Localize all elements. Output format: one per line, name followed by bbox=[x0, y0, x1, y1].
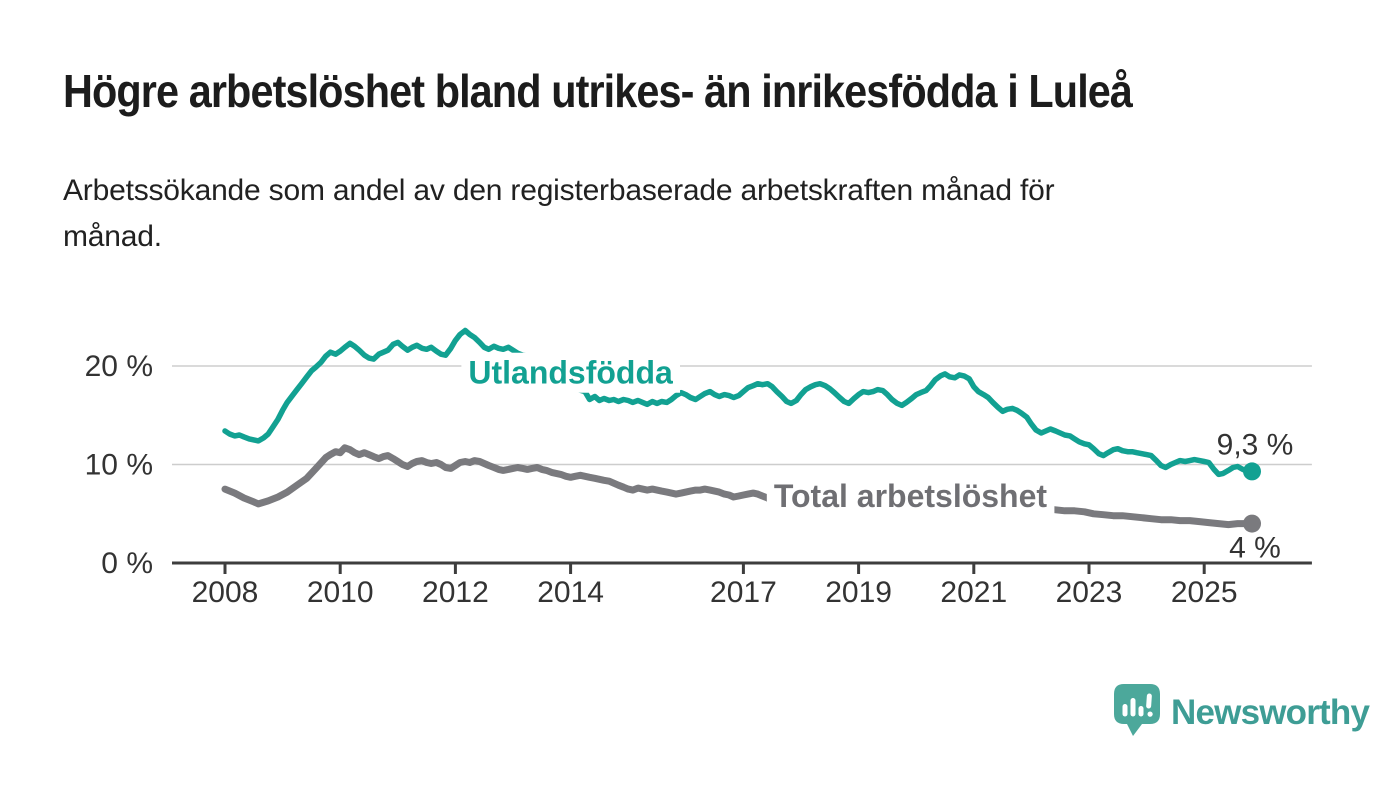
series-label-total-arbetsl-shet: Total arbetslöshet bbox=[774, 478, 1048, 514]
x-tick-label-2023: 2023 bbox=[1056, 576, 1123, 609]
newsworthy-logo: Newsworthy bbox=[1114, 684, 1370, 742]
chart-subtitle-line-2: månad. bbox=[63, 220, 162, 253]
y-tick-label-10pct: 10 % bbox=[85, 449, 153, 482]
x-tick-label-2010: 2010 bbox=[307, 576, 374, 609]
x-tick-label-2017: 2017 bbox=[710, 576, 777, 609]
y-tick-label-0pct: 0 % bbox=[101, 547, 153, 580]
series-line-utlandsf-dda bbox=[222, 327, 1255, 478]
y-tick-label-20pct: 20 % bbox=[85, 350, 153, 383]
x-tick-label-2008: 2008 bbox=[192, 576, 259, 609]
newsworthy-wordmark: Newsworthy bbox=[1171, 693, 1370, 732]
page-title: Högre arbetslöshet bland utrikes- än inr… bbox=[63, 65, 1133, 117]
x-tick-label-2021: 2021 bbox=[940, 576, 1007, 609]
x-tick-label-2014: 2014 bbox=[537, 576, 604, 609]
newsworthy-speech-bubble-bar-chart-icon bbox=[1114, 684, 1160, 742]
series-label-utlandsf-dda: Utlandsfödda bbox=[468, 355, 673, 391]
series-end-dot-utlandsf-dda bbox=[1243, 462, 1262, 481]
series-end-dot-total-arbetsl-shet bbox=[1243, 514, 1262, 533]
series-end-value-total-arbetsl-shet: 4 % bbox=[1229, 532, 1281, 565]
chart-subtitle: Arbetssökande som andel av den registerb… bbox=[63, 168, 1055, 260]
series-label-halo-utlandsf-dda bbox=[461, 352, 681, 393]
series-line-total-arbetsl-shet bbox=[221, 444, 1256, 529]
x-tick-label-2025: 2025 bbox=[1171, 576, 1238, 609]
x-tick-label-2019: 2019 bbox=[825, 576, 892, 609]
x-tick-label-2012: 2012 bbox=[422, 576, 489, 609]
series-end-value-utlandsf-dda: 9,3 % bbox=[1217, 428, 1294, 461]
series-label-halo-total-arbetsl-shet bbox=[766, 475, 1055, 516]
chart-subtitle-line-1: Arbetssökande som andel av den registerb… bbox=[63, 174, 1055, 207]
